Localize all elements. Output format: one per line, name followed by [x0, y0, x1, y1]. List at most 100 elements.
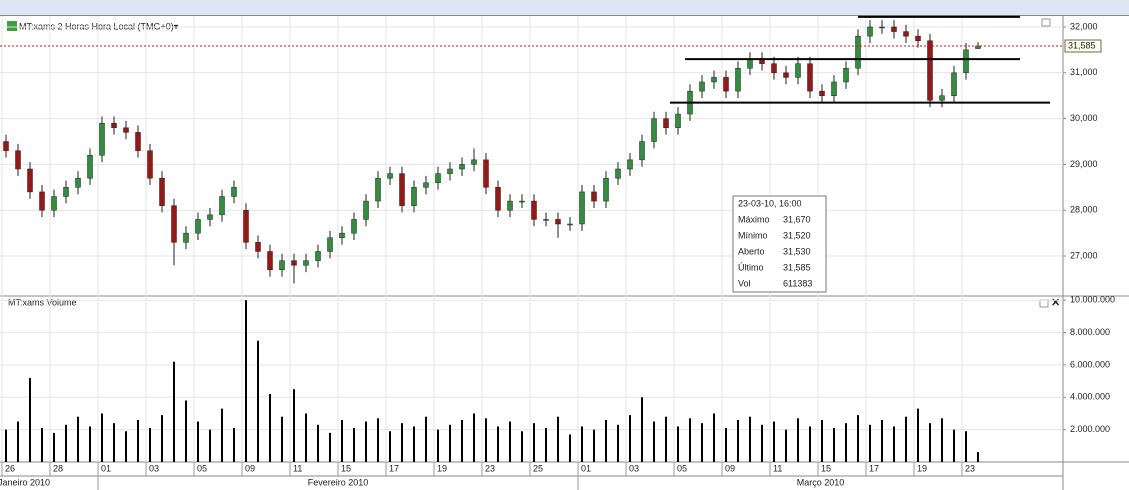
volume-title: MT:xams Volume — [8, 297, 77, 307]
x-tick-label: 15 — [821, 463, 831, 473]
volume-bar — [689, 418, 691, 462]
volume-bar — [365, 421, 367, 462]
volume-bar — [161, 415, 163, 462]
candle-body — [315, 251, 321, 261]
candle-body — [483, 159, 489, 188]
candle-body — [339, 232, 345, 238]
volume-bar — [881, 419, 883, 462]
volume-bar — [281, 416, 283, 462]
volume-bar — [329, 432, 331, 462]
volume-bar — [893, 426, 895, 462]
x-tick-label: 15 — [341, 463, 351, 473]
candle-body — [747, 58, 753, 69]
candle-body — [363, 200, 369, 220]
last-price-label: 31,585 — [1068, 40, 1096, 50]
volume-bar — [209, 429, 211, 462]
x-tick-label: 01 — [101, 463, 111, 473]
candle-body — [399, 173, 405, 206]
candle-body — [303, 260, 309, 266]
volume-bar — [29, 377, 31, 462]
volume-bar — [413, 426, 415, 462]
x-tick-label: 09 — [245, 463, 255, 473]
x-tick-label: 19 — [917, 463, 927, 473]
y-tick-label: 2.000.000 — [1070, 424, 1110, 434]
y-tick-label: 10.000.000 — [1070, 295, 1115, 305]
candle-body — [963, 49, 969, 74]
volume-bar — [137, 419, 139, 462]
candle-body — [711, 77, 717, 83]
volume-bar — [389, 431, 391, 462]
candle-body — [699, 81, 705, 92]
volume-bar — [725, 428, 727, 462]
x-tick-label: 23 — [485, 463, 495, 473]
volume-bar — [77, 416, 79, 462]
candle-body — [615, 168, 621, 179]
candle-body — [135, 132, 141, 151]
volume-bar — [257, 340, 259, 462]
volume-bar — [677, 426, 679, 462]
volume-bar — [65, 424, 67, 462]
x-tick-label: 11 — [773, 463, 782, 473]
y-tick-label: 32,000 — [1070, 21, 1098, 31]
volume-bar — [665, 416, 667, 462]
candle-body — [279, 260, 285, 271]
y-tick-label: 28,000 — [1070, 205, 1098, 215]
volume-bar — [197, 421, 199, 462]
candle-body — [219, 196, 225, 216]
x-tick-label: 23 — [965, 463, 975, 473]
candle-body — [651, 118, 657, 142]
candle-body — [75, 177, 81, 188]
candle-body — [927, 40, 933, 101]
tooltip-label: Vol — [738, 278, 751, 288]
close-button[interactable]: ✕ — [1051, 297, 1060, 309]
y-tick-label: 30,000 — [1070, 113, 1098, 123]
volume-bar — [629, 415, 631, 462]
volume-bar — [449, 424, 451, 462]
candle-body — [123, 127, 129, 133]
volume-bar — [53, 432, 55, 462]
volume-bar — [653, 421, 655, 462]
volume-bar — [773, 421, 775, 462]
volume-bar — [173, 361, 175, 462]
volume-bar — [977, 452, 979, 462]
volume-bar — [941, 418, 943, 462]
candle-body — [459, 164, 465, 170]
y-tick-label: 27,000 — [1070, 250, 1098, 260]
volume-bar — [125, 431, 127, 462]
candle-body — [51, 196, 57, 211]
tooltip-value: 31,585 — [783, 262, 811, 272]
candle-body — [891, 26, 897, 32]
x-tick-label: 09 — [725, 463, 735, 473]
candle-body — [411, 187, 417, 206]
candle-body — [735, 67, 741, 92]
candle-body — [723, 77, 729, 92]
volume-bar — [833, 428, 835, 462]
tooltip-value: 31,520 — [783, 230, 811, 240]
volume-bar — [341, 419, 343, 462]
candle-body — [171, 205, 177, 243]
candle-body — [531, 200, 537, 220]
candle-body — [3, 141, 9, 151]
candle-body — [675, 113, 681, 129]
volume-bar — [545, 428, 547, 462]
volume-bar — [905, 416, 907, 462]
candle-body — [447, 168, 453, 174]
candle-body — [243, 209, 249, 243]
volume-bar — [821, 419, 823, 462]
candle-body — [903, 31, 909, 37]
candle-body — [27, 168, 33, 193]
volume-bar — [221, 408, 223, 462]
volume-bar — [641, 397, 643, 462]
candle-body — [831, 81, 837, 96]
price-title: MT:xams 2 Horas Hora Local (TMG+0)▾ — [19, 21, 179, 31]
candle-body — [783, 72, 789, 78]
candle-body — [351, 219, 357, 234]
volume-bar — [269, 394, 271, 462]
volume-bar — [509, 421, 511, 462]
maximize-button[interactable] — [1041, 18, 1051, 27]
volume-bar — [113, 423, 115, 462]
x-tick-label: 05 — [677, 463, 687, 473]
x-tick-label: 05 — [197, 463, 207, 473]
volume-bar — [557, 416, 559, 462]
volume-bar — [41, 428, 43, 462]
